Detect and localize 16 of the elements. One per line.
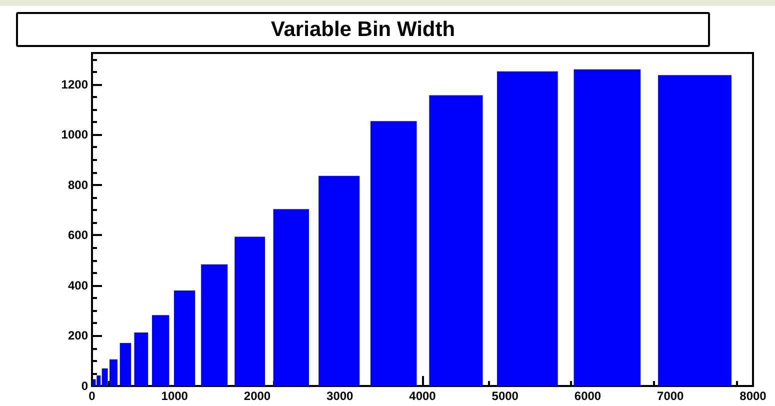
y-tick-label: 400 [68, 278, 88, 292]
y-tick-label: 200 [68, 328, 88, 343]
x-tick-label: 5000 [492, 389, 519, 403]
y-tick-label: 1200 [61, 77, 88, 92]
y-tick-label: 1000 [61, 128, 88, 142]
chart-title: Variable Bin Width [16, 12, 710, 47]
x-tick-label: 4000 [409, 389, 436, 403]
x-tick-label: 3000 [326, 389, 354, 403]
x-tick-label: 8000 [740, 389, 767, 403]
x-tick-label: 7000 [657, 389, 684, 403]
y-tick-label: 800 [68, 178, 88, 192]
y-tick-label: 0 [81, 379, 88, 393]
x-tick-label: 6000 [574, 389, 602, 403]
x-tick-label: 1000 [161, 389, 188, 403]
x-tick-label: 2000 [244, 389, 271, 403]
y-tick-label: 600 [68, 228, 88, 242]
